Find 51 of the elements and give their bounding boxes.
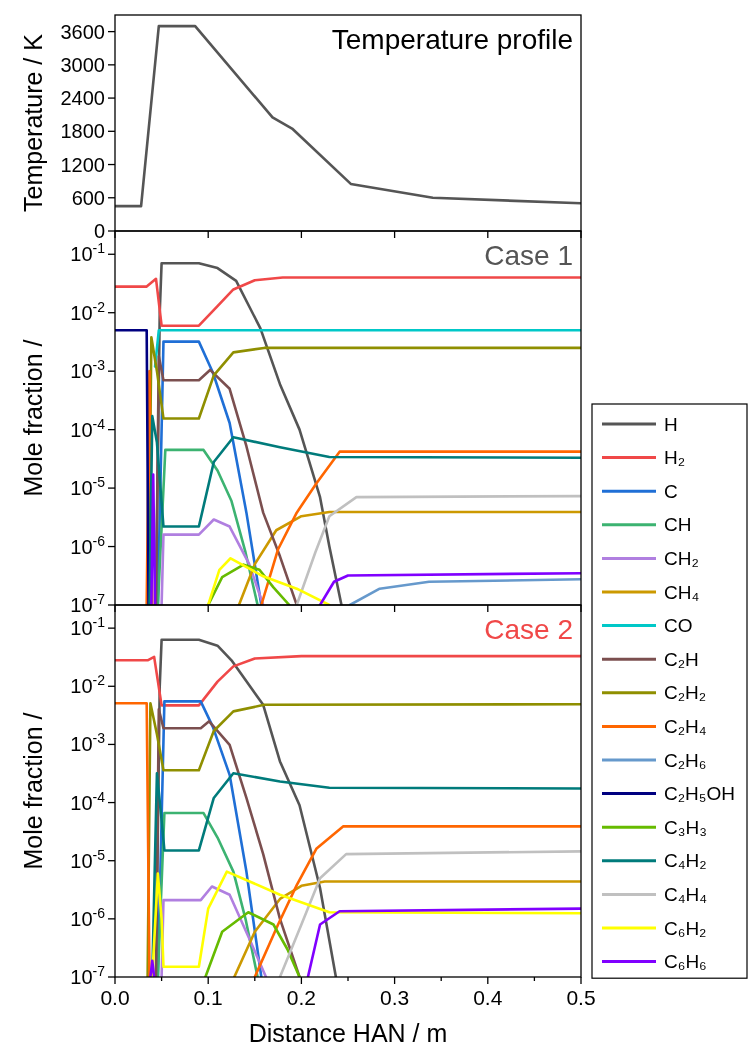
y-tick-label: 10$^{-5}$ <box>70 846 106 872</box>
x-tick-label: 0.2 <box>286 986 316 1009</box>
annotation: Temperature profile <box>331 24 573 55</box>
y-tick-label: 3600 <box>60 20 105 43</box>
legend-label: C₂H₂ <box>664 682 707 704</box>
y-tick-label: 10$^{-6}$ <box>70 904 106 930</box>
legend-label: C₆H₂ <box>664 917 707 939</box>
y-axis-title: Mole fraction / <box>19 712 47 870</box>
y-tick-label: 3000 <box>60 53 105 76</box>
x-tick-label: 0.4 <box>473 986 503 1009</box>
y-tick-label: 10$^{-1}$ <box>70 240 106 266</box>
legend-label: C₄H₂ <box>664 850 707 872</box>
y-tick-label: 10$^{-4}$ <box>70 415 106 441</box>
y-tick-label: 10$^{-2}$ <box>70 298 106 324</box>
y-tick-label: 10$^{-2}$ <box>70 672 106 698</box>
y-tick-label: 10$^{-3}$ <box>70 357 106 383</box>
legend-label: C₆H₆ <box>664 951 707 973</box>
legend-label: C₂H₅OH <box>664 783 735 805</box>
legend-label: C₂H₄ <box>664 716 707 738</box>
legend-label: CH₄ <box>664 581 700 603</box>
x-tick-label: 0.5 <box>566 986 596 1009</box>
legend-label: CH₂ <box>664 548 699 570</box>
legend-label: CO <box>664 615 693 637</box>
x-tick-label: 0.3 <box>380 986 410 1009</box>
x-tick-label: 0.1 <box>193 986 223 1009</box>
x-tick-label: 0.0 <box>100 986 130 1009</box>
legend-label: C₄H₄ <box>664 884 708 906</box>
annotation: Case 1 <box>484 240 573 271</box>
legend-label: CH <box>664 514 692 536</box>
y-tick-label: 0 <box>93 220 105 242</box>
legend-label: H <box>664 413 678 435</box>
x-axis-title: Distance HAN / m <box>248 1019 448 1047</box>
y-tick-label: 10$^{-4}$ <box>70 788 106 814</box>
legend-label: H₂ <box>664 447 686 469</box>
y-tick-label: 1800 <box>60 120 105 143</box>
y-tick-label: 10$^{-3}$ <box>70 730 106 756</box>
y-tick-label: 10$^{-6}$ <box>70 532 106 558</box>
y-tick-label: 10$^{-7}$ <box>70 963 106 988</box>
y-tick-label: 10$^{-1}$ <box>70 614 106 640</box>
legend-label: C₂H₆ <box>664 749 707 771</box>
legend-label: C₃H₃ <box>664 816 707 838</box>
y-tick-label: 600 <box>71 186 105 209</box>
y-axis-title: Mole fraction / <box>19 339 47 497</box>
y-tick-label: 1200 <box>60 153 105 176</box>
y-axis-title: Temperature / K <box>19 33 47 212</box>
legend-label: C <box>664 480 678 502</box>
y-tick-label: 2400 <box>60 87 105 110</box>
legend-label: C₂H <box>664 648 699 670</box>
y-tick-label: 10$^{-5}$ <box>70 474 106 500</box>
y-tick-label: 10$^{-7}$ <box>70 591 106 616</box>
annotation: Case 2 <box>484 614 573 645</box>
